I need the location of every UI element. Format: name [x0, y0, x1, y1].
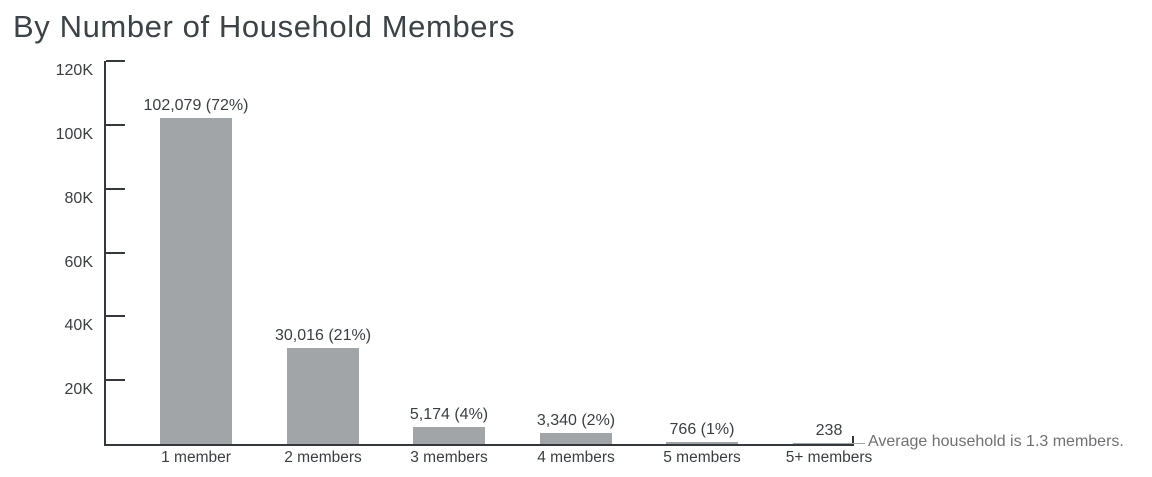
y-tick-60k [106, 252, 125, 254]
y-tick-label-120k: 120K [55, 62, 93, 79]
y-tick-120k [106, 60, 125, 62]
bar-value-label-1-member: 102,079 (72%) [143, 97, 249, 114]
bar-2-members [287, 348, 359, 444]
bar-3-members [413, 427, 485, 444]
average-annotation: Average household is 1.3 members. [868, 433, 1124, 450]
x-axis-label-2-members: 2 members [284, 449, 362, 466]
x-axis-end-tick [852, 436, 854, 444]
y-tick-label-40k: 40K [64, 317, 93, 334]
bar-value-label-2-members: 30,016 (21%) [274, 327, 372, 344]
bar-5plus-members [793, 443, 865, 444]
y-tick-100k [106, 124, 125, 126]
x-axis-label-5-members: 5 members [663, 449, 741, 466]
bar-value-label-5plus-members: 238 [815, 422, 843, 439]
bar-value-label-3-members: 5,174 (4%) [409, 406, 489, 423]
bar-value-label-5-members: 766 (1%) [669, 421, 735, 438]
x-axis-label-3-members: 3 members [410, 449, 488, 466]
x-axis-label-5plus-members: 5+ members [785, 449, 873, 466]
y-tick-80k [106, 188, 125, 190]
bar-5-members [666, 442, 738, 444]
y-tick-20k [106, 379, 125, 381]
chart-title: By Number of Household Members [13, 9, 516, 44]
y-axis-line [104, 61, 106, 445]
bar-4-members [540, 433, 612, 444]
bar-1-member [160, 118, 232, 444]
bar-value-label-4-members: 3,340 (2%) [536, 412, 616, 429]
y-tick-label-100k: 100K [55, 126, 93, 143]
x-axis-line [104, 444, 854, 446]
x-axis-label-4-members: 4 members [537, 449, 615, 466]
x-axis-label-1-member: 1 member [161, 449, 231, 466]
y-tick-label-20k: 20K [64, 381, 93, 398]
y-tick-label-80k: 80K [64, 190, 93, 207]
y-tick-label-60k: 60K [64, 254, 93, 271]
y-tick-40k [106, 315, 125, 317]
